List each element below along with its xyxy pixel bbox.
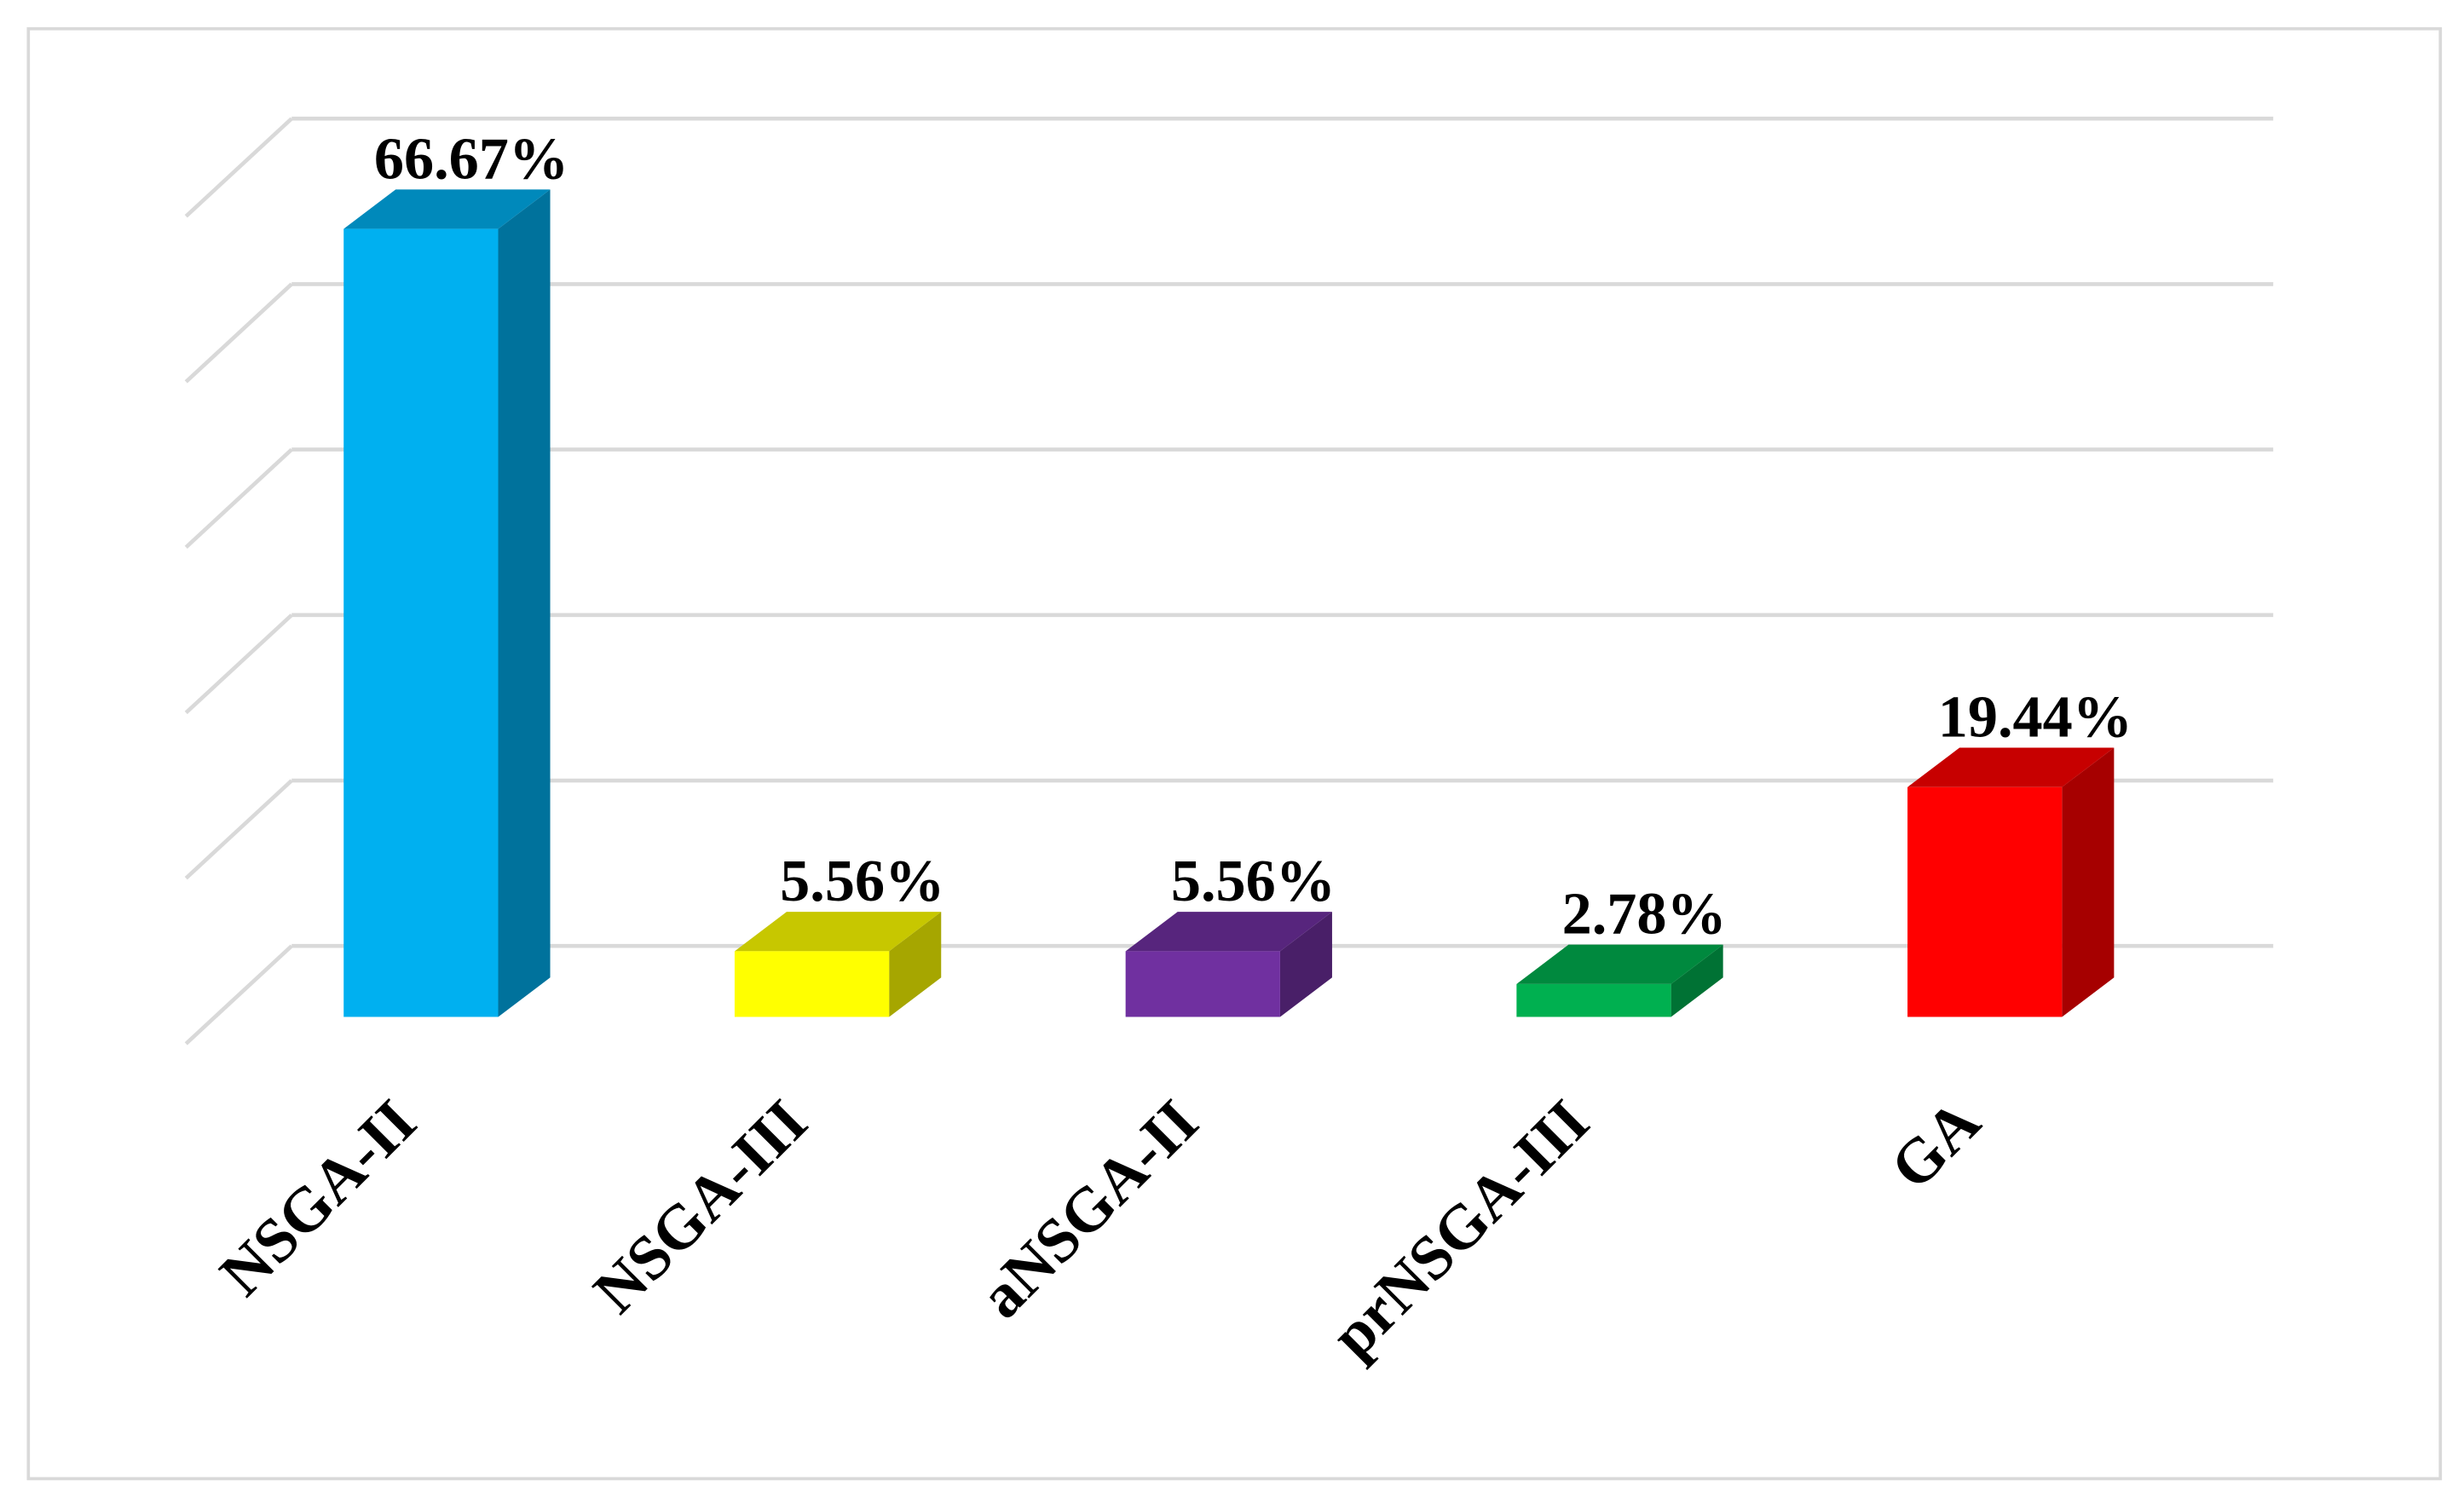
floor-grid-line: [184, 447, 293, 549]
bar-side: [1671, 944, 1723, 1017]
floor-grid-line: [184, 117, 293, 218]
bar-side: [889, 912, 942, 1017]
data-label: 5.56%: [780, 848, 944, 914]
bar: [1516, 983, 1671, 1017]
floor-grid-line: [184, 779, 293, 880]
bar-top: [1125, 912, 1332, 952]
bar-side: [2062, 747, 2115, 1017]
data-label: 19.44%: [1938, 684, 2132, 751]
bar: [1125, 951, 1280, 1017]
bar-top: [1907, 747, 2115, 787]
bar-top: [1516, 944, 1723, 984]
floor-grid-line: [184, 282, 293, 383]
bar: [343, 228, 499, 1017]
bar-side: [1279, 912, 1332, 1017]
floor-grid-line: [184, 944, 293, 1045]
data-label: 2.78%: [1562, 881, 1727, 947]
data-label: 66.67%: [374, 125, 568, 192]
bar: [734, 951, 890, 1017]
data-label: 5.56%: [1171, 848, 1336, 914]
bar-side: [498, 189, 551, 1017]
bar-top: [734, 912, 942, 952]
bar-top: [343, 189, 551, 229]
floor-grid-line: [184, 613, 293, 715]
bar: [1907, 786, 2063, 1017]
